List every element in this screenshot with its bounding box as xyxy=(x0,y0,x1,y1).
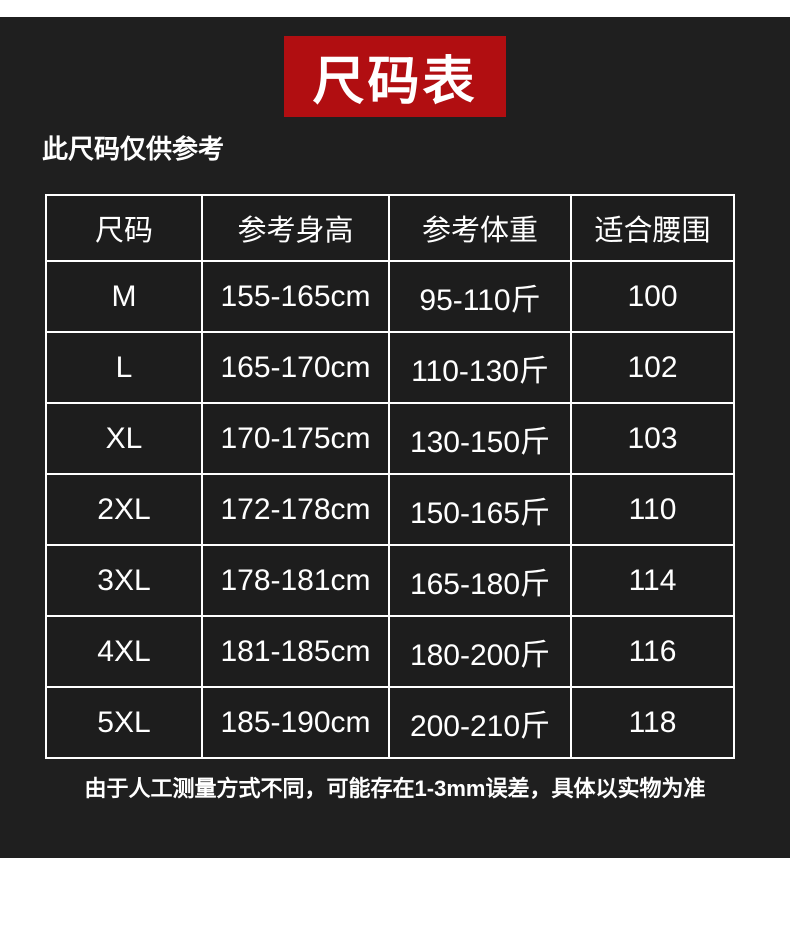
banner-title: 尺码表 xyxy=(312,53,478,111)
table-cell: 181-185cm xyxy=(201,615,390,688)
table-row: 5XL 185-190cm 200-210斤 118 xyxy=(45,686,735,759)
table-cell: 4XL xyxy=(45,615,203,688)
table-cell: 170-175cm xyxy=(201,402,390,475)
size-table-body: M 155-165cm 95-110斤 100 L 165-170cm 110-130斤 10… xyxy=(45,260,735,759)
header-cell-size: 尺码 xyxy=(45,194,203,262)
table-cell: 172-178cm xyxy=(201,473,390,546)
table-cell: 165-170cm xyxy=(201,331,390,404)
table-row: 2XL 172-178cm 150-165斤 110 xyxy=(45,473,735,546)
size-chart-banner: 尺码表 xyxy=(284,36,506,117)
table-cell: 3XL xyxy=(45,544,203,617)
table-cell: 114 xyxy=(570,544,735,617)
table-cell: 110-130斤 xyxy=(388,331,572,404)
table-cell: 185-190cm xyxy=(201,686,390,759)
table-cell: 200-210斤 xyxy=(388,686,572,759)
header-row: 尺码 参考身高 参考体重 适合腰围 xyxy=(45,194,735,262)
header-cell-waist: 适合腰围 xyxy=(570,194,735,262)
table-cell: 155-165cm xyxy=(201,260,390,333)
table-cell: 180-200斤 xyxy=(388,615,572,688)
table-cell: 150-165斤 xyxy=(388,473,572,546)
table-row: 4XL 181-185cm 180-200斤 116 xyxy=(45,615,735,688)
table-cell: 95-110斤 xyxy=(388,260,572,333)
table-cell: 110 xyxy=(570,473,735,546)
table-cell: 118 xyxy=(570,686,735,759)
table-cell: 102 xyxy=(570,331,735,404)
reference-only-note: 此尺码仅供参考 xyxy=(42,134,225,164)
size-table-header: 尺码 参考身高 参考体重 适合腰围 xyxy=(45,194,735,262)
size-table: 尺码 参考身高 参考体重 适合腰围 M 155-165cm 95-110斤 100 L 1… xyxy=(45,194,735,759)
table-row: XL 170-175cm 130-150斤 103 xyxy=(45,402,735,475)
table-cell: 178-181cm xyxy=(201,544,390,617)
table-cell: 2XL xyxy=(45,473,203,546)
header-cell-height: 参考身高 xyxy=(201,194,390,262)
table-cell: 5XL xyxy=(45,686,203,759)
table-row: L 165-170cm 110-130斤 102 xyxy=(45,331,735,404)
dark-panel: 尺码表 此尺码仅供参考 尺码 参考身高 参考体重 适合腰围 M 155-165cm… xyxy=(0,17,790,858)
measurement-disclaimer: 由于人工测量方式不同，可能存在1-3mm误差，具体以实物为准 xyxy=(84,776,706,801)
table-cell: 116 xyxy=(570,615,735,688)
table-cell: 100 xyxy=(570,260,735,333)
table-row: M 155-165cm 95-110斤 100 xyxy=(45,260,735,333)
table-cell: 103 xyxy=(570,402,735,475)
table-row: 3XL 178-181cm 165-180斤 114 xyxy=(45,544,735,617)
table-cell: 130-150斤 xyxy=(388,402,572,475)
table-cell: L xyxy=(45,331,203,404)
header-cell-weight: 参考体重 xyxy=(388,194,572,262)
table-cell: 165-180斤 xyxy=(388,544,572,617)
table-cell: M xyxy=(45,260,203,333)
table-cell: XL xyxy=(45,402,203,475)
